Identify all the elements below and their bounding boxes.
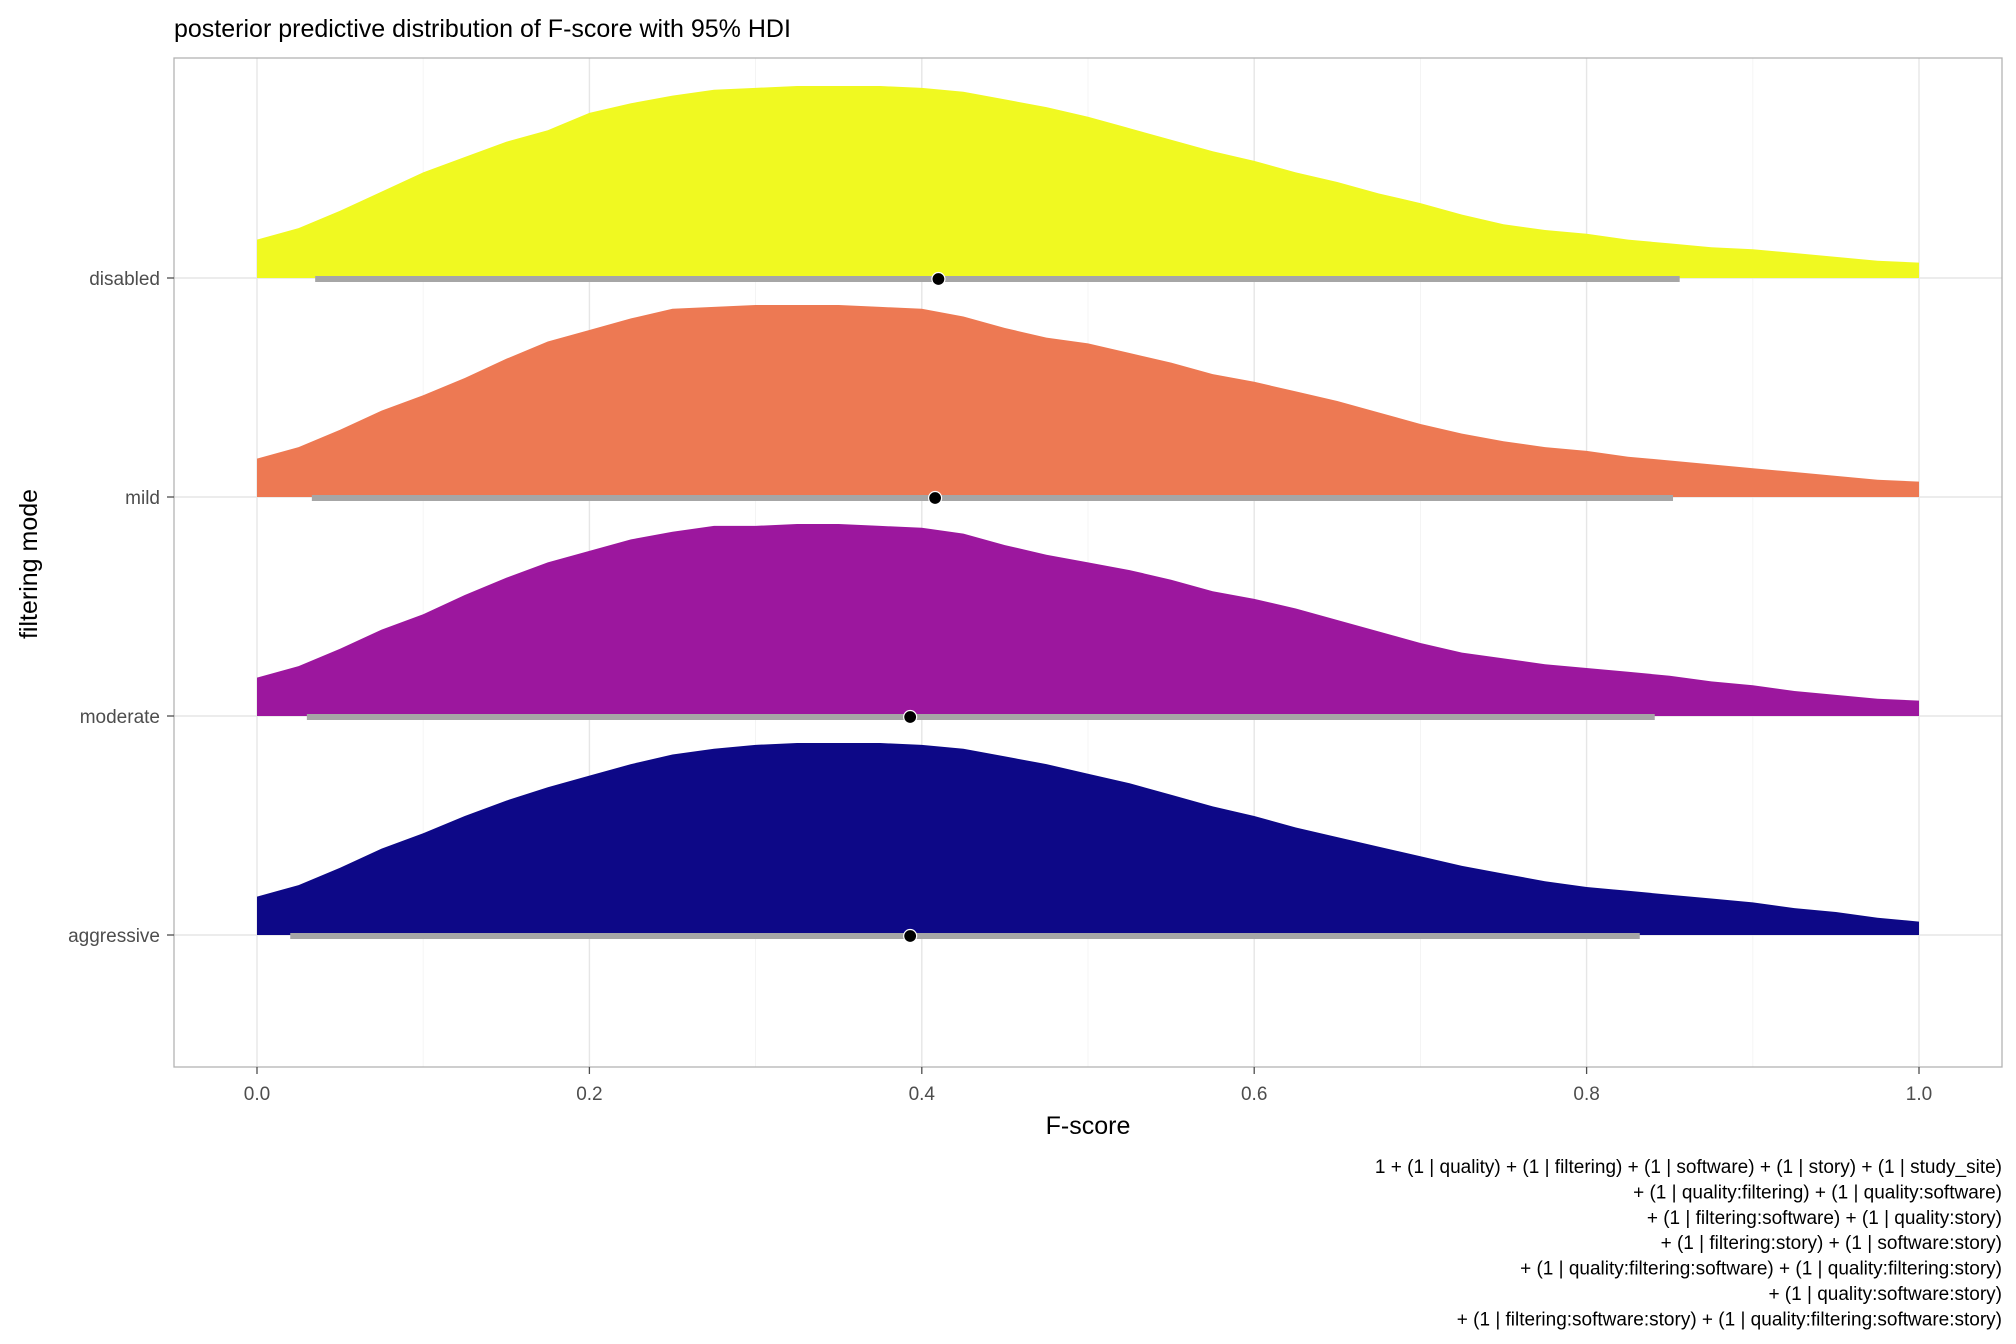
caption-line: + (1 | filtering:software) + (1 | qualit… [1647, 1208, 2002, 1229]
caption-line: + (1 | quality:software:story) [1768, 1284, 2002, 1305]
y-tick-label-mild: mild [125, 488, 160, 509]
y-tick-label-moderate: moderate [80, 707, 160, 728]
median-point-disabled [931, 271, 946, 287]
y-axis: disabled mild moderate aggressive [68, 269, 174, 947]
x-axis: 0.0 0.2 0.4 0.6 0.8 1.0 [244, 1067, 1932, 1105]
caption: 1 + (1 | quality) + (1 | filtering) + (1… [1375, 1157, 2002, 1330]
x-tick-label: 0.4 [909, 1084, 936, 1105]
density-ridge-disabled [257, 86, 1919, 278]
ridge-layer [257, 86, 1919, 935]
y-tick-label-disabled: disabled [89, 269, 160, 290]
x-tick-label: 0.8 [1573, 1084, 1599, 1105]
hdi-layer [290, 271, 1680, 944]
panel-border [173, 57, 2003, 1068]
x-tick-label: 0.0 [244, 1084, 270, 1105]
x-tick-label: 1.0 [1906, 1084, 1932, 1105]
caption-line: + (1 | filtering:software:story) + (1 | … [1457, 1309, 2002, 1330]
chart-title: posterior predictive distribution of F-s… [174, 15, 791, 43]
median-point-mild [927, 490, 943, 506]
x-tick-label: 0.6 [1241, 1084, 1267, 1105]
caption-line: + (1 | filtering:story) + (1 | software:… [1661, 1233, 2002, 1254]
x-tick-label: 0.2 [576, 1084, 602, 1105]
y-axis-title: filtering mode [15, 489, 43, 639]
density-ridge-moderate [257, 524, 1919, 716]
caption-line: 1 + (1 | quality) + (1 | filtering) + (1… [1375, 1157, 2002, 1178]
y-tick-label-aggressive: aggressive [68, 926, 160, 947]
median-point-aggressive [903, 928, 918, 944]
density-ridge-mild [257, 305, 1919, 497]
density-ridge-aggressive [257, 743, 1919, 935]
x-axis-title: F-score [1046, 1112, 1131, 1140]
median-point-moderate [903, 709, 918, 725]
caption-line: + (1 | quality:filtering:software) + (1 … [1520, 1259, 2002, 1280]
caption-line: + (1 | quality:filtering) + (1 | quality… [1633, 1182, 2002, 1203]
